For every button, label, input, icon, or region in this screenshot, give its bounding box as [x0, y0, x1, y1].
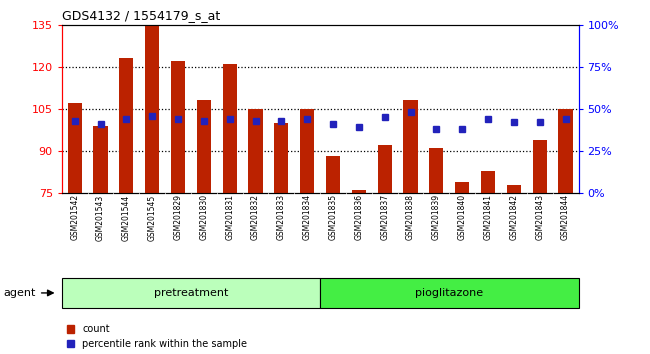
Bar: [352, 190, 366, 193]
Bar: [326, 156, 340, 193]
Bar: [404, 101, 418, 193]
Bar: [119, 58, 133, 193]
Bar: [94, 126, 108, 193]
Bar: [532, 140, 547, 193]
Bar: [320, 278, 578, 308]
Bar: [171, 61, 185, 193]
Bar: [197, 101, 211, 193]
Bar: [68, 103, 82, 193]
Bar: [62, 278, 320, 308]
Bar: [507, 184, 521, 193]
Legend: count, percentile rank within the sample: count, percentile rank within the sample: [66, 324, 247, 349]
Bar: [222, 64, 237, 193]
Bar: [274, 123, 289, 193]
Text: agent: agent: [3, 288, 36, 298]
Bar: [429, 148, 443, 193]
Bar: [378, 145, 392, 193]
Text: pioglitazone: pioglitazone: [415, 288, 484, 298]
Bar: [300, 109, 315, 193]
Bar: [145, 25, 159, 193]
Bar: [481, 171, 495, 193]
Bar: [248, 109, 263, 193]
Text: GDS4132 / 1554179_s_at: GDS4132 / 1554179_s_at: [62, 9, 220, 22]
Bar: [455, 182, 469, 193]
Text: pretreatment: pretreatment: [154, 288, 228, 298]
Bar: [558, 109, 573, 193]
